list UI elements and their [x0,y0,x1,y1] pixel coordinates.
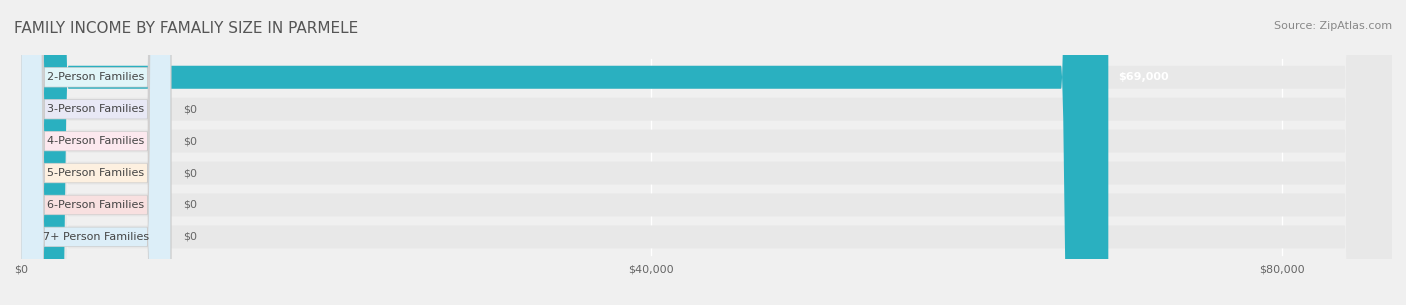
FancyBboxPatch shape [21,0,1392,305]
FancyBboxPatch shape [21,0,1392,305]
FancyBboxPatch shape [21,0,1392,305]
Text: 4-Person Families: 4-Person Families [48,136,145,146]
Text: 2-Person Families: 2-Person Families [48,72,145,82]
Text: 6-Person Families: 6-Person Families [48,200,145,210]
Text: $0: $0 [183,168,197,178]
FancyBboxPatch shape [21,0,1108,305]
Text: 7+ Person Families: 7+ Person Families [42,232,149,242]
Text: $69,000: $69,000 [1118,72,1168,82]
FancyBboxPatch shape [21,0,170,305]
FancyBboxPatch shape [21,0,170,305]
Text: Source: ZipAtlas.com: Source: ZipAtlas.com [1274,21,1392,31]
Text: 3-Person Families: 3-Person Families [48,104,145,114]
FancyBboxPatch shape [21,0,170,305]
Text: $0: $0 [183,104,197,114]
FancyBboxPatch shape [21,0,1392,305]
FancyBboxPatch shape [21,0,1392,305]
FancyBboxPatch shape [21,0,170,305]
Text: $0: $0 [183,200,197,210]
Text: $0: $0 [183,232,197,242]
Text: 5-Person Families: 5-Person Families [48,168,145,178]
FancyBboxPatch shape [21,0,1392,305]
FancyBboxPatch shape [21,0,170,305]
FancyBboxPatch shape [21,0,170,305]
Text: FAMILY INCOME BY FAMALIY SIZE IN PARMELE: FAMILY INCOME BY FAMALIY SIZE IN PARMELE [14,21,359,36]
Text: $0: $0 [183,136,197,146]
